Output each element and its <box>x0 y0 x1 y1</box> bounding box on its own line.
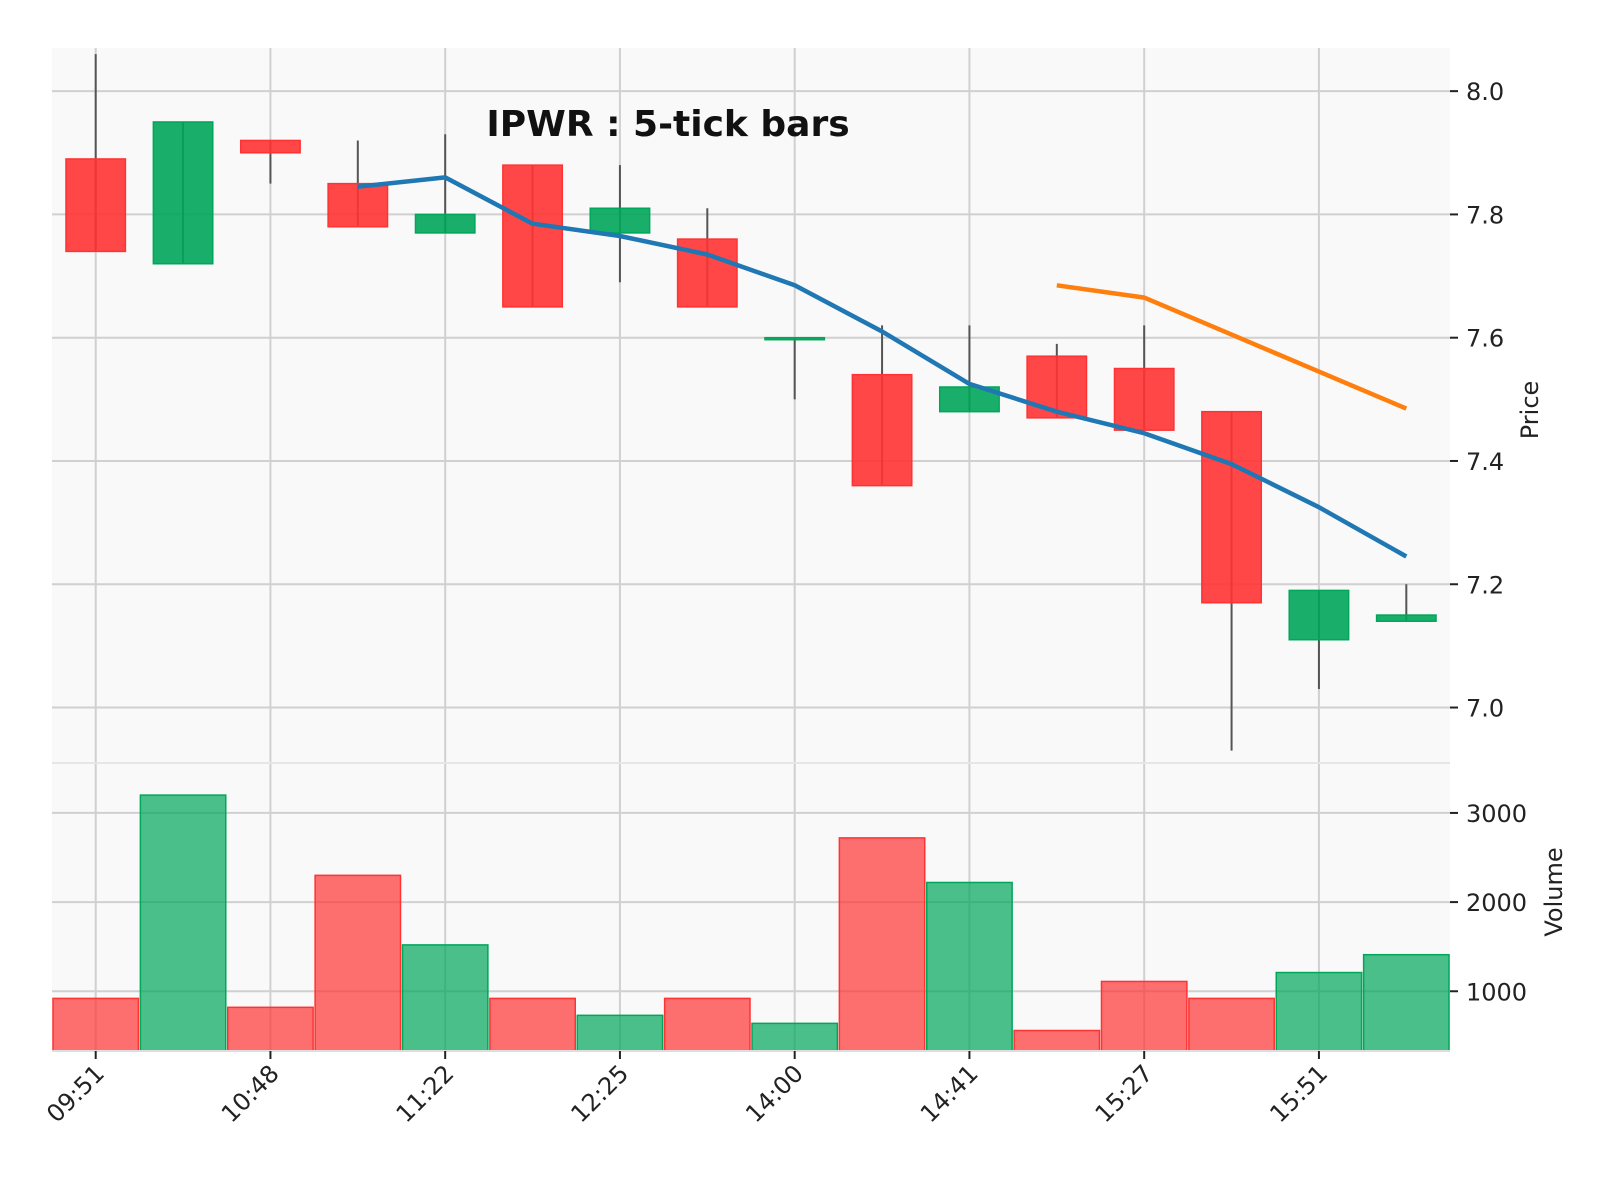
volume-bar <box>227 1006 314 1052</box>
volume-bar <box>1362 953 1450 1052</box>
volume-bar <box>314 874 402 1052</box>
price-tick-label: 7.0 <box>1466 695 1504 723</box>
volume-bar <box>1100 980 1188 1052</box>
candle-body <box>1201 410 1263 604</box>
price-axis-label: Price <box>1516 381 1544 440</box>
volume-bar <box>1013 1029 1101 1052</box>
candle-body <box>764 336 826 341</box>
volume-tick-label: 2000 <box>1466 889 1527 917</box>
price-tick-label: 8.0 <box>1466 78 1504 106</box>
candle-body <box>239 139 301 154</box>
candle-body <box>327 182 389 228</box>
price-tick-label: 7.8 <box>1466 201 1504 229</box>
price-plot-area <box>52 48 1450 763</box>
candle-body <box>1375 614 1437 622</box>
price-tick-label: 7.4 <box>1466 448 1504 476</box>
price-panel: 7.0 7.2 7.4 7.6 7.8 8.0 <box>52 48 1504 763</box>
volume-bar <box>926 881 1013 1052</box>
price-tick-label: 7.2 <box>1466 571 1504 599</box>
candle-body <box>589 207 651 234</box>
volume-tick-label: 3000 <box>1466 800 1527 828</box>
candle-body <box>1113 367 1175 431</box>
price-tick-label: 7.6 <box>1466 325 1504 353</box>
candle-body <box>502 164 564 308</box>
candle-body <box>851 373 913 487</box>
volume-tick-label: 1000 <box>1466 978 1527 1006</box>
volume-bar <box>663 997 751 1052</box>
candle-body <box>1026 355 1088 419</box>
volume-bar <box>52 997 140 1052</box>
volume-bar <box>1188 997 1275 1052</box>
candle-body <box>65 158 127 253</box>
candle-body <box>414 213 476 234</box>
volume-axis-label: Volume <box>1540 847 1568 936</box>
volume-bar <box>139 794 227 1052</box>
volume-bar <box>576 1014 664 1052</box>
candle-body <box>152 121 214 265</box>
volume-bar <box>489 997 576 1052</box>
volume-bar <box>838 837 926 1052</box>
moving-average-line-orange <box>1056 283 1408 411</box>
moving-average-line-blue <box>357 175 1408 559</box>
candle-body <box>1288 589 1350 641</box>
volume-bar <box>401 944 489 1052</box>
volume-panel: 1000 2000 3000 <box>52 762 1527 1052</box>
volume-bar <box>1275 971 1363 1052</box>
volume-bar <box>751 1022 839 1052</box>
chart-title: IPWR : 5-tick bars <box>486 104 849 145</box>
